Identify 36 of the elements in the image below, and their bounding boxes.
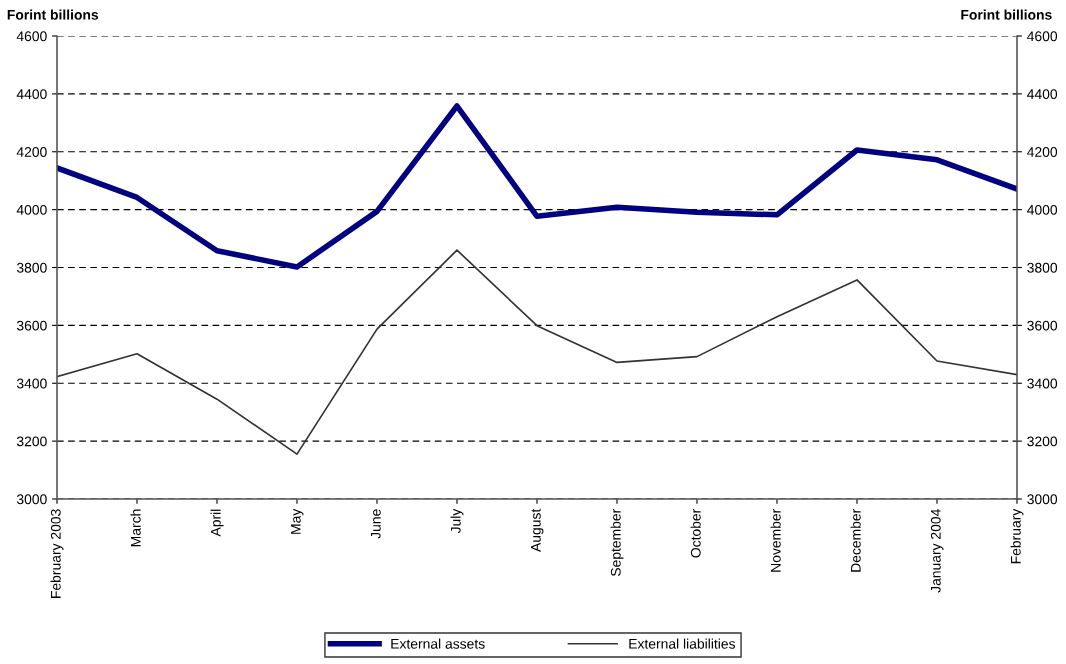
y-tick-label: 4600: [16, 31, 47, 42]
y-tick-label: 3200: [16, 436, 47, 447]
y-tick-label: 3600: [16, 320, 47, 331]
y2-tick-label: 3400: [1027, 378, 1058, 389]
line-series: [57, 249, 1017, 455]
y-tick-label: 3000: [16, 494, 47, 505]
x-tick-label: December: [850, 508, 861, 572]
y-tick-label: 3800: [16, 262, 47, 273]
y-tick-label: 4200: [16, 147, 47, 157]
y-tick-label: 3400: [16, 378, 47, 389]
y2-tick-label: 3600: [1027, 320, 1058, 331]
x-tick-label: June: [371, 509, 381, 539]
x-tick-label: March: [130, 509, 141, 547]
legend-label: External assets: [391, 638, 485, 649]
y2-axis-title: Forint billions: [961, 9, 1052, 20]
y2-tick-label: 4400: [1027, 89, 1058, 100]
x-tick-label: October: [690, 508, 701, 558]
x-tick-label: August: [531, 508, 544, 552]
y-tick-label: 4400: [16, 89, 47, 100]
y-axis-title: Forint billions: [7, 9, 99, 20]
y2-tick-label: 3800: [1027, 262, 1058, 273]
y-tick-label: 4000: [16, 204, 47, 215]
x-tick-label: February: [1010, 508, 1024, 564]
y2-tick-label: 3200: [1027, 436, 1058, 447]
x-tick-label: November: [770, 508, 781, 572]
x-tick-label: April: [210, 509, 224, 537]
x-tick-label: September: [610, 508, 624, 577]
y2-tick-label: 4600: [1027, 31, 1058, 42]
y2-tick-label: 4200: [1027, 147, 1058, 157]
x-tick-label: May: [291, 508, 304, 534]
x-tick-label: July: [450, 508, 464, 534]
legend-label: External liabilities: [629, 638, 736, 649]
y2-tick-label: 3000: [1027, 494, 1058, 505]
y2-tick-label: 4000: [1027, 204, 1058, 215]
x-tick-label: February 2003: [50, 509, 64, 598]
x-tick-label: January 2004: [930, 509, 944, 593]
